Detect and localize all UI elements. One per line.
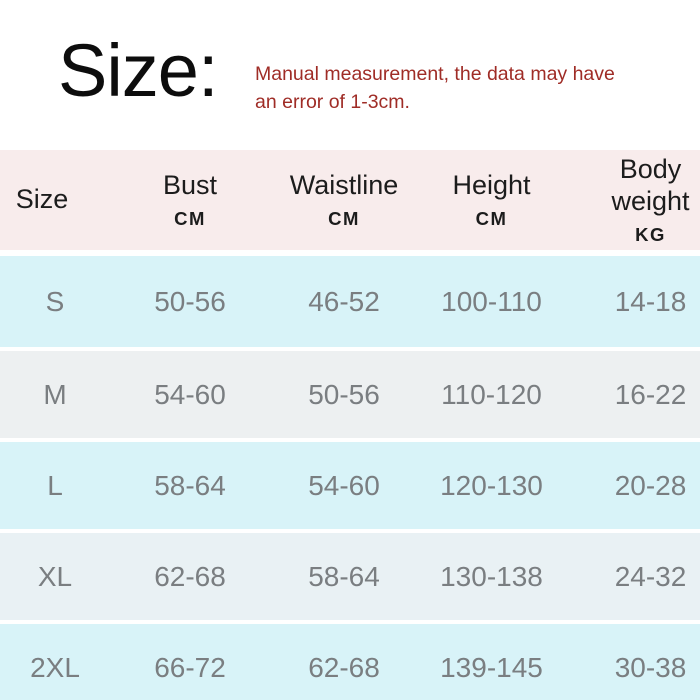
waistline-cell: 58-64 [308, 560, 380, 592]
column-unit-bust: CM [174, 208, 206, 230]
waistline-cell: 50-56 [308, 378, 380, 410]
height-cell: 110-120 [441, 378, 542, 410]
column-header-height: Height CM [418, 150, 565, 250]
column-label-bust: Bust [162, 169, 218, 200]
table-row-s: S 50-56 46-52 100-110 14-18 [0, 256, 700, 347]
table-row-m: M 54-60 50-56 110-120 16-22 [0, 347, 700, 438]
body-weight-cell: 24-32 [614, 560, 687, 592]
column-label-waistline: Waistline [289, 169, 399, 200]
body-weight-cell: 30-38 [614, 651, 687, 683]
waistline-cell: 46-52 [308, 285, 380, 317]
waistline-cell: 62-68 [308, 651, 380, 683]
height-cell: 130-138 [440, 560, 543, 592]
column-label-size: Size [15, 184, 69, 215]
bust-cell: 50-56 [154, 285, 226, 317]
size-cell: XL [37, 560, 73, 592]
waistline-cell: 54-60 [308, 469, 380, 501]
column-header-size: Size [0, 150, 110, 250]
page-title: Size: [58, 29, 219, 112]
body-weight-cell: 14-18 [614, 285, 687, 317]
size-table: Size Bust CM Waistline CM Height CM Body… [0, 150, 700, 700]
size-cell: 2XL [30, 651, 80, 683]
bust-cell: 54-60 [154, 378, 226, 410]
body-weight-cell: 16-22 [614, 378, 687, 410]
table-row-2xl: 2XL 66-72 62-68 139-145 30-38 [0, 620, 700, 700]
table-header-row: Size Bust CM Waistline CM Height CM Body… [0, 150, 700, 250]
table-row-l: L 58-64 54-60 120-130 20-28 [0, 438, 700, 529]
height-cell: 100-110 [441, 285, 542, 317]
table-row-xl: XL 62-68 58-64 130-138 24-32 [0, 529, 700, 620]
size-cell: S [45, 285, 65, 317]
column-label-height: Height [452, 169, 531, 200]
size-cell: M [43, 378, 67, 410]
height-cell: 139-145 [440, 651, 543, 683]
bust-cell: 62-68 [154, 560, 226, 592]
column-unit-height: CM [475, 208, 508, 230]
column-header-waistline: Waistline CM [270, 150, 418, 250]
body-weight-cell: 20-28 [614, 469, 687, 501]
height-cell: 120-130 [440, 469, 543, 501]
column-unit-body-weight: KG [635, 223, 666, 245]
column-header-body-weight: Body weight KG [565, 150, 700, 250]
column-unit-waistline: CM [328, 208, 360, 230]
bust-cell: 66-72 [154, 651, 226, 683]
measurement-disclaimer: Manual measurement, the data may have an… [255, 63, 615, 113]
bust-cell: 58-64 [154, 469, 226, 501]
column-header-bust: Bust CM [110, 150, 270, 250]
size-cell: L [47, 469, 63, 501]
column-label-body-weight: Body weight [611, 154, 690, 216]
